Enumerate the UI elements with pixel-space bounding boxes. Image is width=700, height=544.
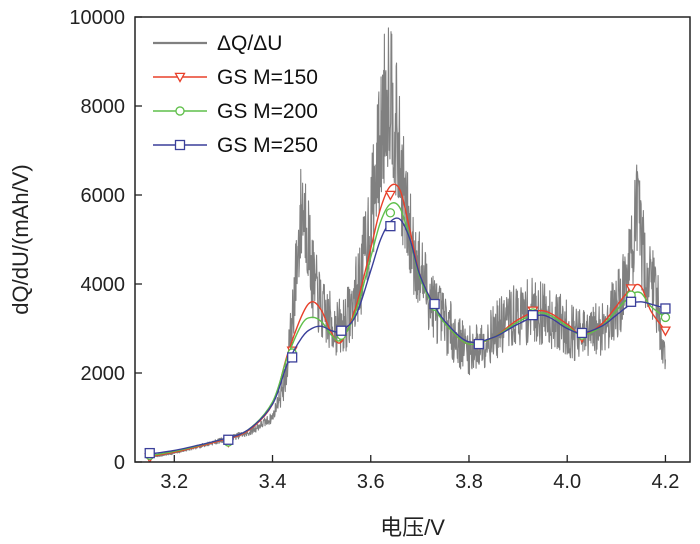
series-line-2 xyxy=(149,202,666,457)
series-2-point-11 xyxy=(660,312,671,323)
y-axis-title: dQ/dU/(mAh/V) xyxy=(8,164,33,314)
series-3-point-1 xyxy=(144,447,155,459)
series-3-point-10 xyxy=(625,296,637,307)
series-1-point-11 xyxy=(659,326,672,337)
x-tick-label-2: 3.4 xyxy=(259,471,287,493)
x-tick-label-4: 3.8 xyxy=(455,471,483,493)
legend: ΔQ/ΔU GS M=150 GS M=200 GS M=250 xyxy=(153,32,318,157)
x-tick-label-5: 4.0 xyxy=(553,471,581,493)
x-tick-label-1: 3.2 xyxy=(160,471,188,493)
data-group xyxy=(144,27,672,462)
legend-item-1: ΔQ/ΔU xyxy=(153,32,282,55)
series-3-point-9 xyxy=(576,327,588,339)
series-3-point-3 xyxy=(287,352,298,363)
legend-item-2: GS M=150 xyxy=(153,66,318,89)
series-3-point-6 xyxy=(429,298,440,310)
x-axis-title: 电压/V xyxy=(380,515,445,540)
series-line-3 xyxy=(149,217,666,455)
legend-item-3: GS M=200 xyxy=(153,100,318,123)
axes: 3.2 3.4 3.6 3.8 4.0 4.2 0 2000 4000 6000 8000 10000 xyxy=(69,7,679,493)
legend-item-4: GS M=250 xyxy=(153,134,318,157)
series-1-point-5 xyxy=(384,190,397,201)
series-1-point-10 xyxy=(625,284,637,295)
legend-label-3: GS M=200 xyxy=(217,100,318,123)
y-tick-label-2: 2000 xyxy=(81,363,126,385)
y-tick-label-4: 6000 xyxy=(81,185,126,207)
y-tick-label-5: 8000 xyxy=(81,96,126,118)
legend-swatch-marker-4 xyxy=(174,139,186,151)
series-3-point-8 xyxy=(527,309,538,321)
plot-frame xyxy=(134,16,691,463)
series-2-point-5 xyxy=(385,208,396,218)
series-3-point-7 xyxy=(473,338,484,350)
y-tick-label-3: 4000 xyxy=(81,274,126,296)
series-3-point-4 xyxy=(336,325,347,336)
x-tick-label-3: 3.6 xyxy=(357,471,385,493)
legend-swatch-marker-2 xyxy=(174,72,186,83)
series-3-point-11 xyxy=(660,303,671,314)
series-3-point-5 xyxy=(385,220,396,232)
legend-label-4: GS M=250 xyxy=(217,134,318,157)
y-tick-label-1: 0 xyxy=(114,452,125,474)
x-tick-label-6: 4.2 xyxy=(652,471,680,493)
raw-series-line xyxy=(149,27,666,459)
plot-layer xyxy=(144,27,672,462)
legend-label-2: GS M=150 xyxy=(217,66,318,89)
legend-swatch-marker-3 xyxy=(175,106,185,116)
legend-label-1: ΔQ/ΔU xyxy=(217,32,282,55)
series-3 xyxy=(144,217,671,459)
series-3-point-2 xyxy=(223,434,234,445)
y-tick-label-6: 10000 xyxy=(69,7,125,29)
